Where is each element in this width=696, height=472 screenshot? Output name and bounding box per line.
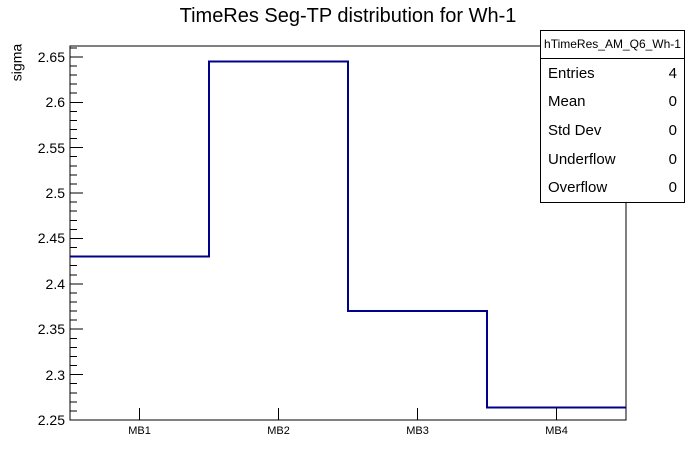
x-tick-label: MB2: [267, 425, 290, 437]
y-tick-label: 2.4: [45, 275, 65, 292]
histogram-step-line: [70, 60, 626, 409]
stats-row-stddev: Std Dev 0: [541, 116, 684, 145]
stats-label: Entries: [548, 64, 595, 82]
x-tick-label: MB4: [545, 425, 568, 437]
y-tick-label: 2.25: [37, 412, 65, 428]
stats-row-entries: Entries 4: [541, 59, 684, 88]
y-tick-label: 2.35: [37, 321, 65, 338]
y-tick-label: 2.5: [45, 185, 65, 202]
y-tick-label: 2.3: [45, 366, 65, 383]
stats-rows: Entries 4 Mean 0 Std Dev 0 Underflow 0 O…: [541, 59, 684, 202]
x-tick-label: MB3: [406, 425, 429, 437]
chart-title: TimeRes Seg-TP distribution for Wh-1: [179, 5, 517, 27]
stats-value: 0: [668, 179, 677, 197]
stats-value: 0: [668, 93, 677, 111]
plot-frame: [69, 45, 627, 421]
y-tick-label: 2.55: [37, 139, 65, 156]
stats-label: Underflow: [548, 150, 616, 168]
y-tick-label: 2.65: [37, 48, 65, 65]
stats-row-overflow: Overflow 0: [541, 173, 684, 202]
stats-box-title: hTimeRes_AM_Q6_Wh-1: [541, 31, 684, 59]
stats-value: 0: [668, 150, 677, 168]
stats-label: Mean: [548, 93, 586, 111]
stats-row-mean: Mean 0: [541, 88, 684, 117]
stats-label: Overflow: [548, 179, 608, 197]
x-tick-label: MB1: [128, 425, 151, 437]
stats-value: 0: [668, 121, 677, 139]
stats-row-underflow: Underflow 0: [541, 145, 684, 174]
y-tick-label: 2.45: [37, 230, 65, 247]
stats-value: 4: [668, 64, 677, 82]
stats-box: hTimeRes_AM_Q6_Wh-1 Entries 4 Mean 0 Std…: [540, 30, 685, 203]
y-tick-label: 2.6: [45, 94, 65, 111]
stats-label: Std Dev: [548, 121, 602, 139]
